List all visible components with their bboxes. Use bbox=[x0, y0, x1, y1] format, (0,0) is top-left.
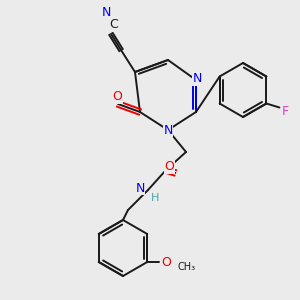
Text: O: O bbox=[164, 160, 174, 173]
Text: N: N bbox=[135, 182, 145, 194]
Text: CH₃: CH₃ bbox=[177, 262, 195, 272]
Text: N: N bbox=[101, 7, 111, 20]
Text: O: O bbox=[161, 256, 171, 268]
Text: F: F bbox=[282, 105, 289, 118]
Text: N: N bbox=[192, 73, 202, 85]
Text: C: C bbox=[110, 19, 118, 32]
Text: N: N bbox=[163, 124, 173, 136]
Text: O: O bbox=[112, 91, 122, 103]
Text: H: H bbox=[151, 193, 159, 203]
